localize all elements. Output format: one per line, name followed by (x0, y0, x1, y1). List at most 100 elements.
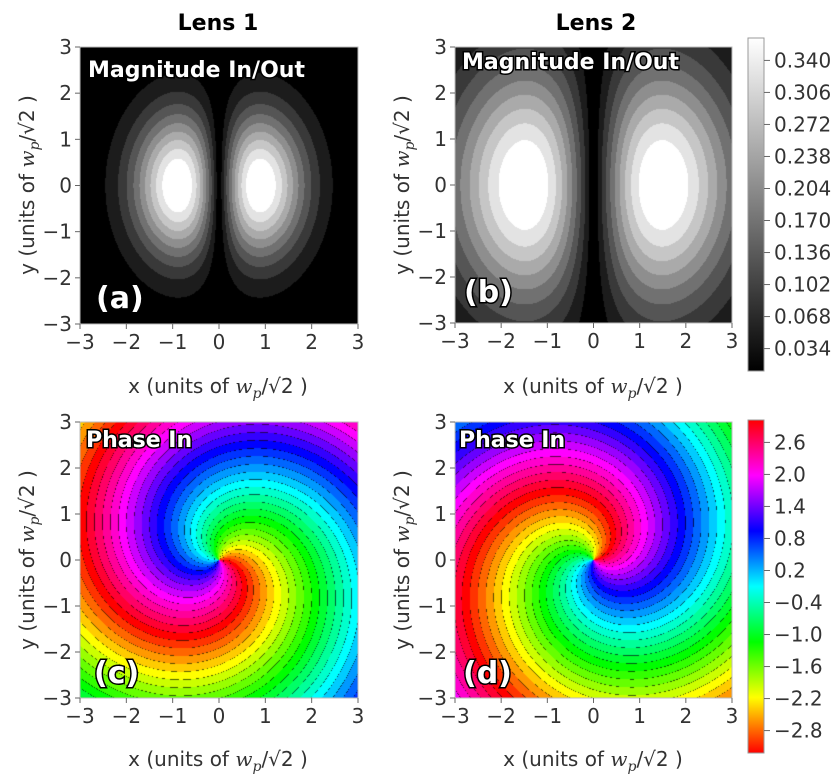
inset-label-a: Magnitude In/Out (88, 58, 305, 83)
y-tick-label: 2 (434, 456, 447, 480)
heatmap-a (80, 47, 358, 324)
y-tick-label: 0 (434, 548, 447, 572)
colorbar-tick-label: 0.2 (774, 558, 806, 582)
y-tick-label: −2 (43, 266, 72, 290)
colorbar-tick-label: 2.0 (774, 462, 806, 486)
colorbar-tick-label: 1.4 (774, 494, 806, 518)
y-tick-label: 1 (59, 502, 72, 526)
y-tick-label: 0 (59, 174, 72, 198)
y-tick-label: −3 (43, 686, 72, 710)
y-axis-label-c: y (units of wp/√2 ) (15, 470, 43, 650)
y-tick-label: −2 (418, 265, 447, 289)
panel-d: −3 −2 −1 0 1 2 3 3 2 1 0 −1 −2 −3 Phase In (d) (418, 410, 739, 728)
y-axis-label-a: y (units of wp/√2 ) (15, 95, 43, 275)
x-tick-label: −3 (65, 330, 94, 354)
panel-a: −3 −2 −1 0 1 2 3 3 2 1 0 −1 −2 −3 Magnitude In/Out (a… (43, 35, 365, 354)
x-axis-label-b: x (units of wp/√2 ) (503, 374, 683, 402)
y-axis-label-b: y (units of wp/√2 ) (390, 95, 418, 275)
x-tick-label: 0 (213, 704, 226, 728)
heatmap-c (80, 422, 358, 698)
x-tick-label: 3 (726, 704, 739, 728)
inset-label-d: Phase In (459, 428, 565, 453)
y-tick-label: −3 (418, 686, 447, 710)
colorbar-tick-label: −2.2 (774, 687, 823, 711)
x-tick-label: 2 (305, 704, 318, 728)
x-tick-label: 1 (259, 704, 272, 728)
x-tick-label: −2 (486, 329, 515, 353)
panel-label-b: (b) (464, 275, 513, 310)
panel-c: −3 −2 −1 0 1 2 3 3 2 1 0 −1 −2 −3 Phase In (c) (43, 410, 365, 728)
y-tick-label: −1 (43, 220, 72, 244)
x-axis-label-a: x (units of wp/√2 ) (128, 374, 308, 402)
x-tick-label: 3 (352, 704, 365, 728)
y-tick-label: −3 (43, 312, 72, 336)
x-axis-label-d: x (units of wp/√2 ) (503, 747, 683, 775)
panel-label-a: (a) (96, 281, 144, 316)
x-tick-label: 2 (679, 704, 692, 728)
colorbar-tick-label: 0.238 (774, 144, 831, 168)
colorbar-tick-label: 0.204 (774, 176, 831, 200)
y-tick-label: 1 (434, 502, 447, 526)
y-tick-label: −3 (418, 311, 447, 335)
column-title-lens-2: Lens 2 (556, 11, 637, 36)
heatmap-d (455, 422, 732, 698)
colorbar-tick-label: −2.8 (774, 719, 823, 743)
y-tick-label: 3 (434, 35, 447, 59)
x-tick-label: 3 (352, 330, 365, 354)
y-tick-label: −1 (418, 219, 447, 243)
colorbar-tick-label: −1.6 (774, 655, 823, 679)
x-tick-label: 1 (633, 704, 646, 728)
x-tick-label: −3 (440, 329, 469, 353)
x-tick-label: −3 (65, 704, 94, 728)
phase-colorbar: 2.6 2.0 1.4 0.8 0.2 −0.4 −1.0 −1.6 −2.2 −2.8 (747, 419, 823, 754)
colorbar-tick-label: 0.272 (774, 112, 831, 136)
colorbar-tick-label: 0.170 (774, 209, 831, 233)
x-tick-label: −2 (486, 704, 515, 728)
colorbar-tick-label: −1.0 (774, 623, 823, 647)
colorbar-tick-label: 2.6 (774, 430, 806, 454)
y-axis-label-d: y (units of wp/√2 ) (390, 470, 418, 650)
x-tick-label: 2 (305, 330, 318, 354)
y-tick-label: 1 (434, 127, 447, 151)
panel-b: −3 −2 −1 0 1 2 3 3 2 1 0 −1 −2 −3 Magnitude In/Out (b… (418, 35, 739, 353)
panel-label-c: (c) (94, 656, 139, 691)
inset-label-c: Phase In (86, 428, 192, 453)
y-tick-label: 0 (434, 173, 447, 197)
y-tick-label: 2 (434, 81, 447, 105)
y-tick-label: 3 (59, 35, 72, 59)
colorbar-tick-label: 0.034 (774, 337, 831, 361)
y-tick-label: −1 (43, 594, 72, 618)
inset-label-b: Magnitude In/Out (462, 50, 679, 75)
y-tick-label: 2 (59, 456, 72, 480)
x-tick-label: −3 (440, 704, 469, 728)
column-title-lens-1: Lens 1 (178, 11, 259, 36)
x-tick-label: 2 (679, 329, 692, 353)
colorbar-tick-label: 0.8 (774, 526, 806, 550)
y-tick-label: 3 (59, 410, 72, 434)
x-axis-label-c: x (units of wp/√2 ) (128, 747, 308, 775)
x-tick-label: −1 (533, 329, 562, 353)
x-tick-label: 0 (587, 704, 600, 728)
colorbar-tick-label: 0.306 (774, 80, 831, 104)
y-tick-label: −1 (418, 594, 447, 618)
x-tick-label: 3 (726, 329, 739, 353)
colorbar-tick-label: 0.340 (774, 48, 831, 72)
colorbar-tick-label: 0.136 (774, 241, 831, 265)
colorbar-tick-label: 0.068 (774, 305, 831, 329)
y-tick-label: 2 (59, 81, 72, 105)
x-tick-label: −1 (158, 330, 187, 354)
panel-label-d: (d) (463, 656, 512, 691)
colorbar-tick-label: −0.4 (774, 591, 823, 615)
x-tick-label: 0 (213, 330, 226, 354)
magnitude-colorbar: 0.340 0.306 0.272 0.238 0.204 0.170 0.136 0.102… (747, 37, 831, 372)
x-tick-label: −2 (112, 330, 141, 354)
y-tick-label: −2 (43, 640, 72, 664)
x-tick-label: −2 (112, 704, 141, 728)
y-tick-label: 0 (59, 548, 72, 572)
y-tick-label: 3 (434, 410, 447, 434)
x-tick-label: 0 (587, 329, 600, 353)
heatmap-b (455, 47, 732, 323)
y-tick-label: 1 (59, 127, 72, 151)
y-tick-label: −2 (418, 640, 447, 664)
